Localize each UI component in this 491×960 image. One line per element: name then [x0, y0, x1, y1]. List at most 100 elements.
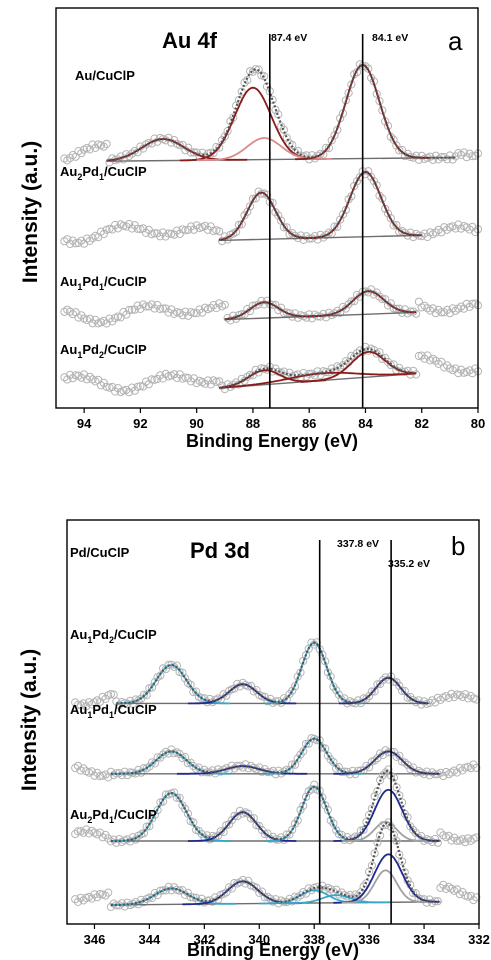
panel-a-data-point — [226, 316, 235, 325]
panel-a-fit-envelope — [224, 290, 417, 321]
panel-b-data-point — [326, 885, 335, 894]
panel-a-data-point — [347, 80, 356, 89]
panel-a-data-point — [277, 216, 286, 225]
panel-b-data-point — [436, 828, 445, 837]
panel-b-data-point — [395, 681, 404, 690]
panel-b-data-point — [398, 686, 407, 696]
panel-b-data-point — [109, 690, 118, 699]
panel-b-data-point — [461, 690, 470, 699]
panel-b-data-point — [428, 837, 437, 847]
panel-a-data-point — [71, 371, 80, 380]
panel-b-data-point — [472, 763, 481, 773]
panel-b-data-point — [337, 830, 346, 839]
panel-b-data-point — [257, 692, 267, 701]
panel-b-series-4-name: Au2Pd1/CuClP — [70, 807, 157, 825]
panel-a-data-point — [74, 147, 83, 156]
panel-b-fit-peak — [341, 869, 429, 904]
panel-a-data-point — [316, 149, 325, 158]
panel-a-data-point — [127, 305, 137, 314]
panel-b-data-point — [230, 811, 239, 820]
panel-b-series-2 — [71, 734, 481, 782]
panel-b-data-point — [181, 674, 190, 683]
panel-b-label: b — [451, 531, 465, 561]
panel-b-data-point — [455, 890, 464, 899]
panel-b-data-point — [389, 677, 398, 686]
panel-a-data-point — [471, 227, 480, 237]
panel-a-data-point — [454, 220, 463, 229]
panel-b-data-point — [87, 767, 96, 776]
panel-b-data-point — [409, 889, 418, 898]
panel-b-data-point — [433, 838, 442, 847]
panel-a-data-point — [440, 308, 449, 317]
panel-b-x-tick-label: 344 — [139, 932, 161, 947]
panel-b-data-point — [398, 857, 407, 866]
panel-b-data-point — [84, 829, 94, 838]
panel-b-data-point — [123, 898, 132, 907]
panel-b-data-point — [444, 831, 453, 841]
panel-b-data-point — [307, 785, 316, 794]
panel-b-data-point — [288, 760, 297, 769]
panel-a-data-point — [412, 309, 421, 318]
panel-a-data-point — [220, 300, 229, 309]
panel-b-fit-envelope — [116, 641, 429, 705]
panel-a-data-point — [63, 375, 72, 384]
panel-b-data-point — [145, 822, 154, 831]
panel-b-data-point — [235, 806, 245, 816]
panel-b-data-point — [370, 756, 379, 765]
panel-b-data-point — [95, 772, 105, 781]
panel-b-data-point — [79, 699, 88, 708]
panel-a-data-point — [431, 228, 440, 237]
panel-b-data-point — [159, 797, 168, 806]
panel-b-data-point — [367, 861, 376, 870]
panel-a-data-point — [85, 145, 94, 154]
panel-b-data-point — [76, 893, 85, 902]
panel-b-data-point — [378, 771, 387, 780]
panel-a-x-tick-label: 82 — [414, 416, 428, 431]
panel-a-data-point — [181, 226, 190, 235]
panel-a-data-point — [215, 377, 224, 386]
panel-a-data-point — [156, 304, 165, 314]
panel-a-data-point — [119, 307, 128, 317]
panel-a-data-point — [327, 136, 336, 145]
panel-a-data-point — [66, 153, 75, 163]
panel-a-data-point — [206, 303, 215, 312]
panel-a-data-point — [136, 382, 145, 391]
panel-a-title: Au 4f — [162, 28, 218, 53]
panel-b-data-point — [293, 893, 302, 902]
panel-a-data-point — [324, 144, 333, 153]
panel-a-data-point — [102, 382, 111, 391]
panel-b-data-point — [71, 895, 80, 904]
panel-b-plot-area — [71, 540, 481, 924]
panel-a-data-point — [445, 309, 454, 318]
panel-a-data-point — [102, 319, 111, 328]
panel-b-data-point — [466, 891, 475, 900]
panel-b-data-point — [197, 694, 206, 703]
panel-a-data-point — [139, 224, 148, 233]
panel-a-data-point — [144, 138, 153, 147]
panel-a-data-point — [451, 306, 460, 315]
panel-b-data-point — [186, 680, 195, 689]
panel-b-x-tick-label: 334 — [413, 932, 435, 947]
panel-a-data-point — [77, 236, 86, 245]
panel-a-data-point — [192, 221, 201, 230]
panel-a-data-point — [212, 377, 221, 386]
panel-b-data-point — [255, 821, 264, 831]
panel-a-data-point — [105, 224, 114, 233]
panel-a-data-point — [215, 227, 224, 236]
panel-a-data-point — [386, 214, 395, 223]
panel-a-data-point — [454, 304, 463, 313]
panel-b-data-point — [101, 891, 110, 900]
panel-a-series-4 — [60, 342, 483, 397]
panel-b-data-point — [472, 893, 481, 902]
panel-b-data-point — [145, 893, 154, 902]
panel-a-data-point — [248, 67, 257, 76]
panel-a-data-point — [367, 172, 376, 181]
panel-a-data-point — [423, 304, 432, 313]
panel-a-data-point — [82, 234, 92, 243]
panel-a-data-point — [122, 222, 131, 231]
panel-b-x-tick-label: 342 — [193, 932, 215, 947]
panel-b-data-point — [428, 696, 437, 705]
panel-a-data-point — [108, 225, 117, 234]
panel-a-data-point — [395, 146, 404, 155]
